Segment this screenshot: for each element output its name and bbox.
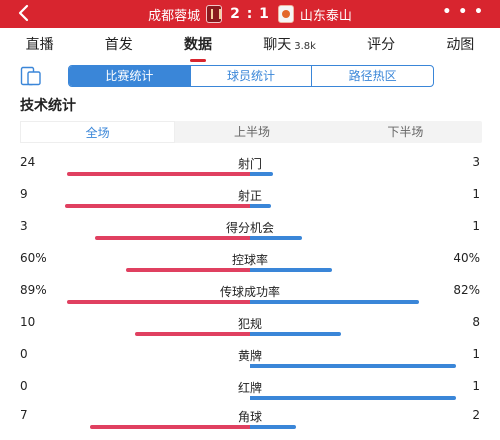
away-value: 1	[472, 347, 480, 361]
stat-row-red-cards: 0 红牌 1	[0, 377, 500, 407]
match-score: 成都蓉城 2 : 1 山东泰山	[0, 3, 500, 25]
stat-row-shots: 24 射门 3	[0, 153, 500, 183]
away-bar	[250, 300, 419, 304]
home-bar	[67, 172, 250, 176]
away-value: 1	[472, 187, 480, 201]
stat-row-yellow-cards: 0 黄牌 1	[0, 345, 500, 375]
away-value: 40%	[453, 251, 480, 265]
stat-name: 得分机会	[225, 221, 274, 235]
stat-row-corners: 7 角球 2	[0, 406, 500, 436]
tab-ratings[interactable]: 评分	[367, 34, 395, 56]
stat-name: 控球率	[231, 253, 268, 267]
home-bar	[126, 268, 250, 272]
home-bar	[95, 236, 250, 240]
period-second-half[interactable]: 下半场	[387, 125, 424, 139]
home-value: 24	[20, 155, 36, 169]
away-team-crest-icon	[277, 5, 294, 23]
stat-row-fouls: 10 犯规 8	[0, 313, 500, 343]
home-value: 0	[20, 379, 28, 393]
home-bar	[65, 204, 250, 208]
stat-row-possession: 60% 控球率 40%	[0, 249, 500, 279]
stat-row-shots-on-target: 9 射正 1	[0, 185, 500, 215]
stat-row-chances: 3 得分机会 1	[0, 217, 500, 247]
stat-name: 红牌	[237, 381, 262, 395]
stat-row-pass-accuracy: 89% 传球成功率 82%	[0, 281, 500, 311]
segment-match-stats[interactable]: 比赛统计	[69, 66, 190, 86]
stat-name: 黄牌	[237, 349, 262, 363]
tab-lineup[interactable]: 首发	[105, 34, 133, 56]
stat-name: 角球	[237, 410, 262, 424]
away-bar	[250, 364, 456, 368]
away-team-name: 山东泰山	[299, 8, 352, 24]
away-value: 1	[472, 219, 480, 233]
back-arrow-icon[interactable]	[14, 3, 34, 23]
segment-player-stats[interactable]: 球员统计	[189, 66, 312, 86]
score-display: 2 : 1	[230, 6, 270, 22]
home-bar	[135, 332, 250, 336]
home-bar	[67, 300, 250, 304]
section-title: 技术统计	[20, 98, 76, 114]
stat-name: 犯规	[237, 317, 262, 331]
away-value: 2	[472, 408, 480, 422]
away-value: 3	[472, 155, 480, 169]
home-bar	[90, 425, 250, 429]
home-value: 3	[20, 219, 28, 233]
tab-gifs[interactable]: 动图	[446, 34, 474, 56]
period-tabs: 全场 上半场 下半场	[20, 121, 482, 143]
away-bar	[250, 332, 341, 336]
stat-name: 传球成功率	[219, 285, 280, 299]
away-bar	[250, 268, 332, 272]
stat-name: 射门	[237, 157, 262, 171]
away-value: 8	[472, 315, 480, 329]
home-value: 0	[20, 347, 28, 361]
home-value: 89%	[20, 283, 47, 297]
period-full-match[interactable]: 全场	[20, 121, 176, 143]
away-bar	[250, 172, 273, 176]
tab-label: 直播	[25, 37, 54, 53]
away-bar	[250, 204, 271, 208]
layout-toggle-icon[interactable]	[20, 66, 42, 86]
tab-data[interactable]: 数据	[184, 34, 212, 62]
home-team-name: 成都蓉城	[148, 8, 201, 24]
home-value: 10	[20, 315, 36, 329]
chat-count-badge: 3.8k	[294, 41, 316, 52]
home-team-crest-icon	[206, 5, 223, 23]
home-value: 9	[20, 187, 28, 201]
stat-name: 射正	[237, 189, 262, 203]
away-value: 1	[472, 379, 480, 393]
tab-label: 首发	[104, 37, 133, 53]
period-first-half[interactable]: 上半场	[233, 125, 270, 139]
more-menu-icon[interactable]: • • •	[442, 4, 484, 20]
tab-chat[interactable]: 聊天 3.8k	[263, 34, 316, 56]
tab-label: 数据	[184, 37, 212, 53]
tab-label: 聊天	[263, 37, 292, 53]
tab-label: 动图	[446, 37, 475, 53]
segment-heatmap[interactable]: 路径热区	[311, 66, 433, 86]
away-value: 82%	[453, 283, 480, 297]
away-bar	[250, 236, 302, 240]
stats-type-segment: 比赛统计 球员统计 路径热区	[68, 65, 434, 87]
away-bar	[250, 396, 456, 400]
home-value: 7	[20, 408, 28, 422]
away-bar	[250, 425, 296, 429]
home-value: 60%	[20, 251, 47, 265]
tab-live[interactable]: 直播	[26, 34, 54, 56]
tab-label: 评分	[367, 37, 396, 53]
match-header: 成都蓉城 2 : 1 山东泰山 • • •	[0, 0, 500, 28]
match-nav-tabs: 直播 首发 数据 聊天 3.8k 评分 动图	[0, 28, 500, 62]
